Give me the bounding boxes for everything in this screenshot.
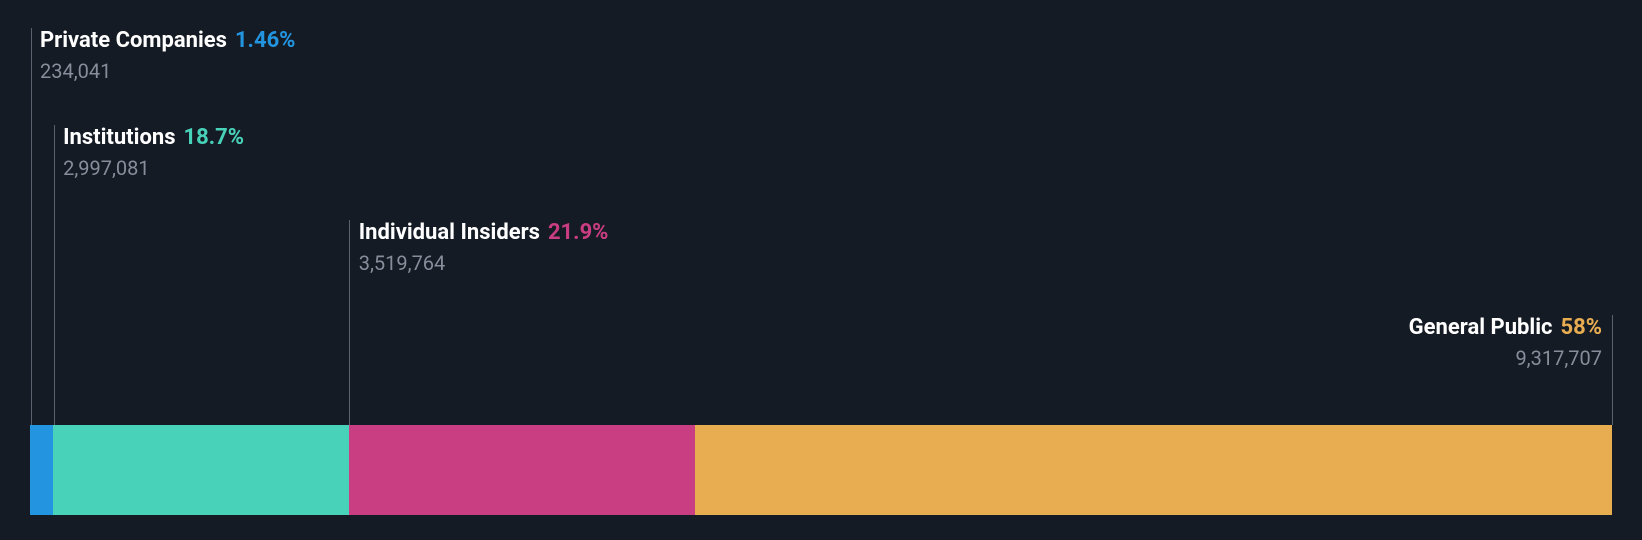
bar-segment-institutions bbox=[53, 425, 349, 515]
label-general-public: General Public 58% 9,317,707 bbox=[1409, 315, 1602, 370]
leader-line-private-companies bbox=[31, 28, 32, 425]
label-name: Private Companies bbox=[40, 28, 227, 53]
label-individual-insiders: Individual Insiders 21.9% 3,519,764 bbox=[359, 220, 609, 275]
label-value: 9,317,707 bbox=[1409, 346, 1602, 370]
leader-line-general-public bbox=[1612, 315, 1613, 425]
label-private-companies: Private Companies 1.46% 234,041 bbox=[40, 28, 295, 83]
stacked-bar bbox=[30, 425, 1612, 515]
label-institutions: Institutions 18.7% 2,997,081 bbox=[63, 125, 244, 180]
label-percent: 1.46% bbox=[235, 28, 296, 53]
leader-line-individual-insiders bbox=[349, 220, 350, 425]
bar-segment-general-public bbox=[695, 425, 1612, 515]
bar-segment-private-companies bbox=[30, 425, 53, 515]
label-name: Individual Insiders bbox=[359, 220, 540, 245]
label-name: General Public bbox=[1409, 315, 1553, 340]
label-value: 2,997,081 bbox=[63, 156, 244, 180]
label-name: Institutions bbox=[63, 125, 175, 150]
label-percent: 18.7% bbox=[183, 125, 244, 150]
leader-line-institutions bbox=[54, 125, 55, 425]
ownership-chart: Private Companies 1.46% 234,041 Institut… bbox=[0, 0, 1642, 540]
label-percent: 21.9% bbox=[548, 220, 609, 245]
label-percent: 58% bbox=[1560, 315, 1602, 340]
label-value: 234,041 bbox=[40, 59, 295, 83]
bar-segment-individual-insiders bbox=[349, 425, 695, 515]
label-value: 3,519,764 bbox=[359, 251, 609, 275]
